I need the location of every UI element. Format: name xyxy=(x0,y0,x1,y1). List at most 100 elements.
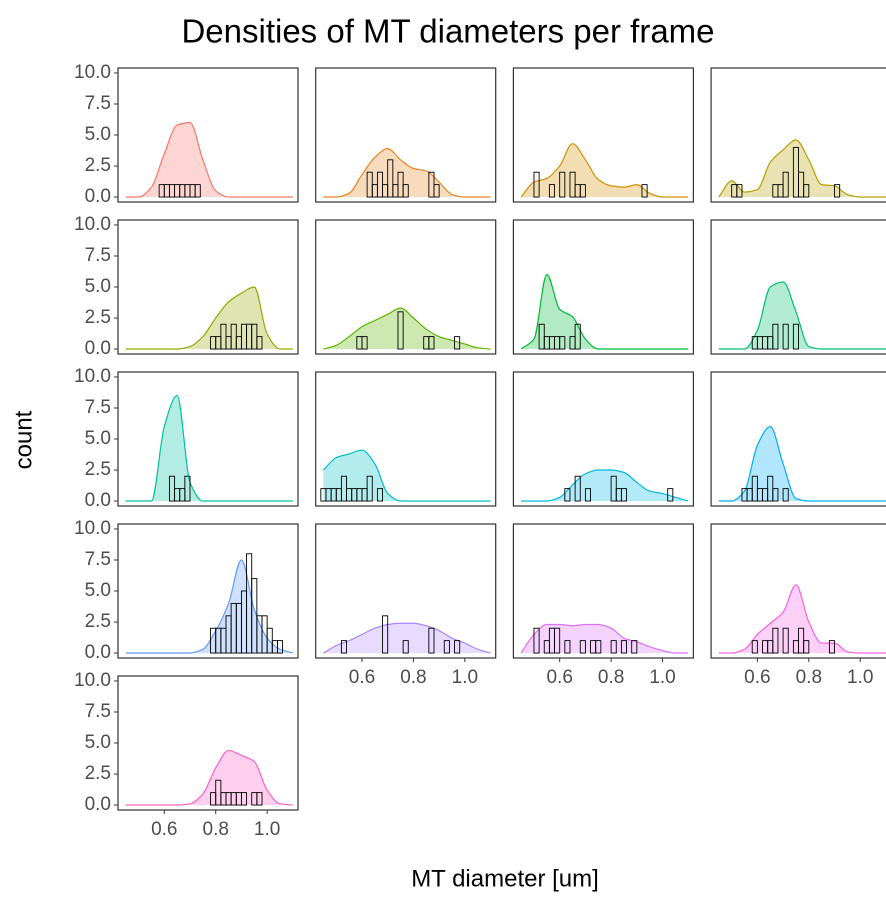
histogram-bar xyxy=(433,184,440,198)
density-area xyxy=(323,148,491,198)
y-axis-label: count xyxy=(10,410,37,469)
x-tick-label: 1.0 xyxy=(847,667,873,688)
density-line xyxy=(521,469,689,502)
histogram-bar xyxy=(641,184,648,198)
density-area xyxy=(718,282,886,350)
density-line xyxy=(125,121,293,198)
density-line xyxy=(323,622,491,654)
histogram-bar xyxy=(579,640,586,654)
histogram-bar xyxy=(454,336,461,350)
density-area xyxy=(521,470,689,502)
histogram-bar xyxy=(548,184,555,198)
histogram-bar xyxy=(428,336,435,350)
histogram-bar xyxy=(240,792,248,806)
histogram-bar xyxy=(834,184,841,198)
histogram-bar xyxy=(387,159,394,198)
density-area xyxy=(125,122,293,198)
histogram-bar xyxy=(402,184,409,198)
histogram-bar xyxy=(256,336,263,350)
histogram-bar xyxy=(631,640,638,654)
density-line xyxy=(520,273,689,350)
panel-border xyxy=(512,219,695,355)
density-line xyxy=(125,559,294,654)
histogram-bar xyxy=(792,323,799,350)
histogram-bar xyxy=(667,488,674,502)
y-tick-label: 10.0 xyxy=(74,518,111,539)
y-tick-label: 0.0 xyxy=(85,338,111,359)
y-tick-label: 5.0 xyxy=(85,276,111,297)
histogram-bar xyxy=(584,488,591,502)
x-tick-label: 0.6 xyxy=(744,667,770,688)
density-line xyxy=(323,307,491,350)
density-line xyxy=(323,148,491,198)
x-tick-label: 1.0 xyxy=(649,667,675,688)
x-tick-label: 1.0 xyxy=(254,819,280,840)
y-tick-label: 0.0 xyxy=(85,794,111,815)
density-area xyxy=(521,274,689,350)
y-tick-label: 5.0 xyxy=(85,580,111,601)
histogram-bar xyxy=(559,336,566,350)
histogram-bar xyxy=(533,171,540,198)
histogram-bar xyxy=(443,640,450,654)
histogram-bar xyxy=(579,184,586,198)
panel-border xyxy=(315,523,497,659)
density-area xyxy=(323,308,491,350)
y-tick-label: 2.5 xyxy=(85,611,111,632)
histogram-bar xyxy=(402,640,409,654)
density-line xyxy=(520,143,689,198)
density-area xyxy=(125,395,293,502)
histogram-bar xyxy=(559,171,566,198)
histogram-bar xyxy=(366,475,373,502)
y-tick-label: 5.0 xyxy=(85,124,111,145)
histogram-bar xyxy=(782,488,789,502)
histogram-bar xyxy=(256,792,263,806)
y-tick-label: 7.5 xyxy=(85,397,111,418)
y-tick-label: 2.5 xyxy=(85,459,111,480)
panel-border xyxy=(710,371,886,507)
density-area xyxy=(125,559,293,654)
x-tick-label: 0.6 xyxy=(151,819,177,840)
density-area xyxy=(521,143,689,198)
histogram-bar xyxy=(533,627,540,654)
panel-border xyxy=(710,219,886,355)
histogram-bar xyxy=(772,627,779,654)
y-tick-label: 10.0 xyxy=(74,670,111,691)
density-line xyxy=(718,281,886,350)
panel-border xyxy=(512,371,695,507)
histogram-bar xyxy=(610,640,617,654)
histogram-bar xyxy=(276,640,284,654)
x-tick-label: 1.0 xyxy=(452,667,478,688)
chart-title: Densities of MT diameters per frame xyxy=(181,13,714,50)
y-tick-label: 10.0 xyxy=(74,62,111,83)
histogram-bar xyxy=(782,323,789,350)
histogram-bar xyxy=(554,627,561,654)
panel-border xyxy=(512,67,695,203)
histogram-bar xyxy=(564,488,571,502)
y-tick-label: 0.0 xyxy=(85,642,111,663)
y-tick-label: 10.0 xyxy=(74,366,111,387)
histogram-bar xyxy=(194,184,201,198)
panel-border xyxy=(710,523,886,659)
y-tick-label: 7.5 xyxy=(85,245,111,266)
histogram-bar xyxy=(340,640,348,654)
y-tick-label: 10.0 xyxy=(74,214,111,235)
x-tick-label: 0.6 xyxy=(349,667,375,688)
density-area xyxy=(323,623,491,654)
histogram-bar xyxy=(772,488,779,502)
density-area xyxy=(125,750,293,806)
histogram-bar xyxy=(184,475,191,502)
x-tick-label: 0.8 xyxy=(400,667,426,688)
y-tick-label: 2.5 xyxy=(85,307,111,328)
y-tick-label: 0.0 xyxy=(85,186,111,207)
panel-border xyxy=(315,67,497,203)
y-tick-label: 2.5 xyxy=(85,763,111,784)
y-tick-label: 5.0 xyxy=(85,428,111,449)
y-tick-label: 7.5 xyxy=(85,549,111,570)
x-tick-label: 0.8 xyxy=(203,819,229,840)
x-tick-label: 0.8 xyxy=(598,667,624,688)
histogram-bar xyxy=(376,488,384,502)
histogram-bar xyxy=(382,615,389,654)
x-axis-label: MT diameter [um] xyxy=(411,865,599,892)
histogram-bar xyxy=(736,184,743,198)
